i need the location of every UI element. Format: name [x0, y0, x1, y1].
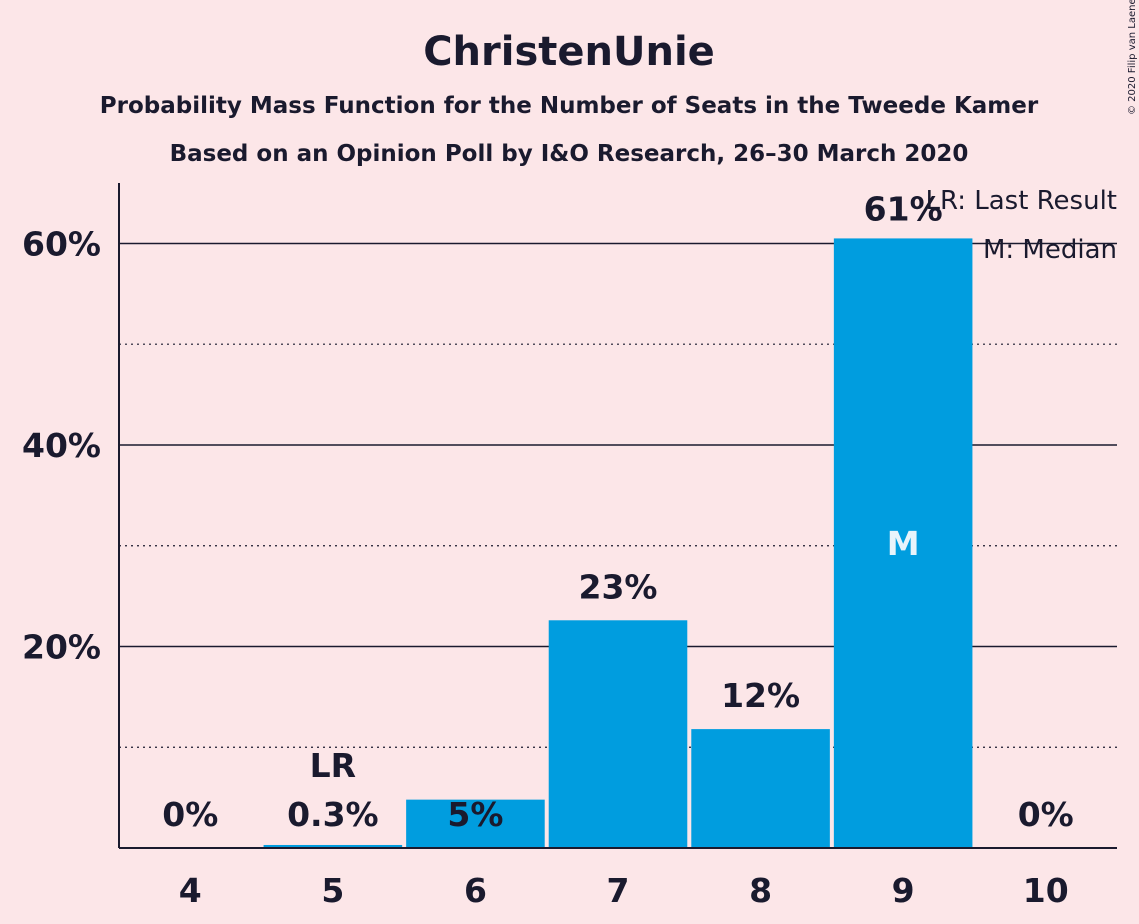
data-label: 5%: [447, 795, 503, 834]
legend-median: M: Median: [983, 235, 1117, 265]
last-result-marker: LR: [310, 746, 356, 785]
data-label: 0.3%: [287, 795, 379, 834]
chart-subtitle-2: Based on an Opinion Poll by I&O Research…: [170, 141, 969, 167]
bar: [833, 238, 973, 848]
x-tick-label: 7: [607, 871, 630, 910]
chart-subtitle: Probability Mass Function for the Number…: [100, 93, 1039, 119]
bars: [263, 238, 973, 848]
bar: [548, 620, 688, 848]
x-tick-label: 10: [1023, 871, 1069, 910]
chart-title: ChristenUnie: [423, 29, 715, 75]
x-tick-label: 8: [749, 871, 772, 910]
data-label: 23%: [579, 567, 658, 606]
copyright-text: © 2020 Filip van Laenen: [1127, 0, 1138, 115]
axes: 20% 40% 60% 4 5 6 7 8 9 10: [22, 183, 1117, 910]
y-tick-label: 40%: [22, 426, 101, 465]
bar: [406, 799, 545, 848]
data-label: 61%: [864, 189, 943, 228]
bar: [263, 844, 403, 848]
data-label: 0%: [162, 795, 218, 834]
x-tick-label: 4: [179, 871, 202, 910]
x-tick-label: 6: [464, 871, 487, 910]
data-labels: 0% 0.3% LR 5% 23% 12% 61% M 0%: [162, 189, 1073, 834]
bar: [691, 729, 830, 848]
y-tick-label: 60%: [22, 224, 101, 263]
x-tick-label: 5: [321, 871, 344, 910]
data-label: 12%: [721, 676, 800, 715]
x-tick-label: 9: [892, 871, 915, 910]
data-label: 0%: [1018, 795, 1074, 834]
median-marker: M: [887, 524, 920, 563]
legend-last-result: LR: Last Result: [925, 186, 1117, 216]
y-tick-label: 20%: [22, 627, 101, 666]
